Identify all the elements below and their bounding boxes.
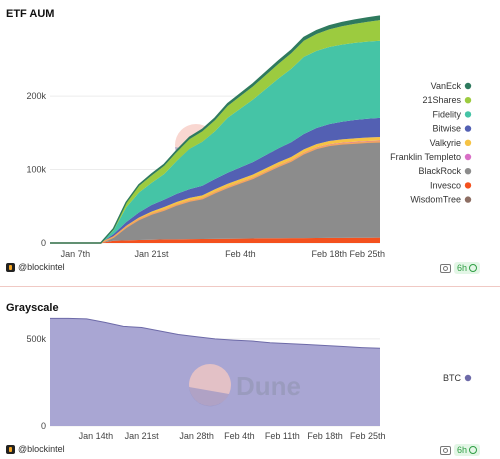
etf-vaneck-edge-line: [50, 15, 381, 244]
etf-area-blackrock: [50, 141, 380, 243]
etf-legend-dot-21shares: [464, 97, 472, 104]
etf-legend-dot-vaneck: [464, 82, 472, 90]
etf-x-tick-label: Feb 4th: [225, 249, 256, 259]
grayscale-freshness-text: 6h: [457, 445, 468, 455]
grayscale-y-tick-label: 0: [41, 421, 46, 431]
grayscale-panel: Grayscale 0 500k Dune Jan 14th Jan 21st Jan 2…: [0, 291, 500, 459]
etf-footer-author[interactable]: @blockintel: [18, 262, 65, 272]
etf-legend-label: WisdomTree: [410, 195, 461, 205]
grayscale-chart: 0 500k Dune Jan 14th Jan 21st Jan 28th Feb 4th…: [26, 317, 472, 441]
etf-legend-label: BlackRock: [418, 166, 461, 176]
etf-y-tick-label: 0: [41, 238, 46, 248]
etf-x-tick-label: Feb 25th: [350, 249, 386, 259]
etf-freshness-badge: 6h: [440, 262, 481, 274]
etf-footer: @blockintel: [6, 262, 65, 272]
grayscale-title: Grayscale: [6, 302, 59, 314]
grayscale-x-tick-label: Jan 14th: [79, 431, 114, 441]
grayscale-btc-edge-line: [50, 317, 381, 349]
etf-legend-label: VanEck: [431, 81, 462, 91]
grayscale-x-tick-label: Feb 18th: [307, 431, 343, 441]
etf-area-valkyrie: [50, 136, 380, 243]
check-circle-icon: [469, 446, 478, 454]
etf-legend-label: Franklin Templeto: [390, 152, 461, 162]
etf-legend-dot-franklin-templeto: [464, 153, 472, 161]
etf-legend-label: Valkyrie: [430, 138, 461, 148]
grayscale-x-tick-label: Jan 28th: [179, 431, 214, 441]
dune-logo-shade: [189, 387, 229, 407]
dune-watermark: Dune: [189, 364, 301, 407]
grayscale-footer-author[interactable]: @blockintel: [18, 444, 65, 454]
etf-legend-label: 21Shares: [422, 95, 461, 105]
etf-legend-dot-bitwise: [464, 125, 472, 132]
grayscale-legend-dot-btc: [464, 374, 472, 382]
grayscale-freshness-badge: 6h: [440, 444, 481, 456]
etf-y-tick-label: 200k: [26, 91, 46, 101]
grayscale-x-tick-label: Feb 4th: [224, 431, 255, 441]
etf-legend-dot-wisdomtree: [464, 196, 472, 203]
etf-x-tick-label: Jan 7th: [61, 249, 91, 259]
etf-legend-label: Fidelity: [432, 109, 461, 119]
grayscale-x-tick-label: Feb 25th: [350, 431, 386, 441]
panel-divider: [0, 286, 500, 287]
etf-x-tick-label: Jan 21st: [135, 249, 170, 259]
grayscale-y-tick-label: 500k: [26, 334, 46, 344]
etf-legend-label: Bitwise: [432, 124, 461, 134]
grayscale-legend-label: BTC: [443, 373, 462, 383]
check-circle-icon: [469, 264, 478, 272]
etf-freshness-text: 6h: [457, 263, 468, 273]
grayscale-x-tick-label: Jan 21st: [125, 431, 160, 441]
grayscale-footer: @blockintel: [6, 444, 65, 454]
etf-aum-title: ETF AUM: [6, 8, 55, 20]
dune-watermark-text: Dune: [236, 371, 301, 401]
etf-legend-dot-fidelity: [464, 111, 472, 118]
blockintel-logo-icon: [6, 262, 15, 272]
etf-legend-dot-invesco: [464, 182, 472, 189]
etf-y-tick-label: 100k: [26, 165, 46, 175]
camera-icon[interactable]: [440, 445, 451, 455]
etf-x-tick-label: Feb 18th: [311, 249, 347, 259]
etf-freshness-pill: 6h: [454, 262, 481, 274]
etf-area-21shares: [50, 20, 380, 244]
blockintel-logo-icon: [6, 444, 15, 454]
etf-legend-dot-valkyrie: [464, 139, 472, 146]
etf-blackrock-edge-line: [50, 140, 381, 244]
etf-legend-label: Invesco: [430, 180, 461, 190]
etf-legend-dot-blackrock: [464, 168, 472, 175]
etf-area-bitwise: [50, 117, 380, 243]
etf-area-invesco: [50, 237, 380, 243]
grayscale-freshness-pill: 6h: [454, 444, 481, 456]
camera-icon[interactable]: [440, 263, 451, 273]
etf-area-fidelity: [50, 40, 380, 243]
grayscale-x-tick-label: Feb 11th: [265, 431, 300, 441]
